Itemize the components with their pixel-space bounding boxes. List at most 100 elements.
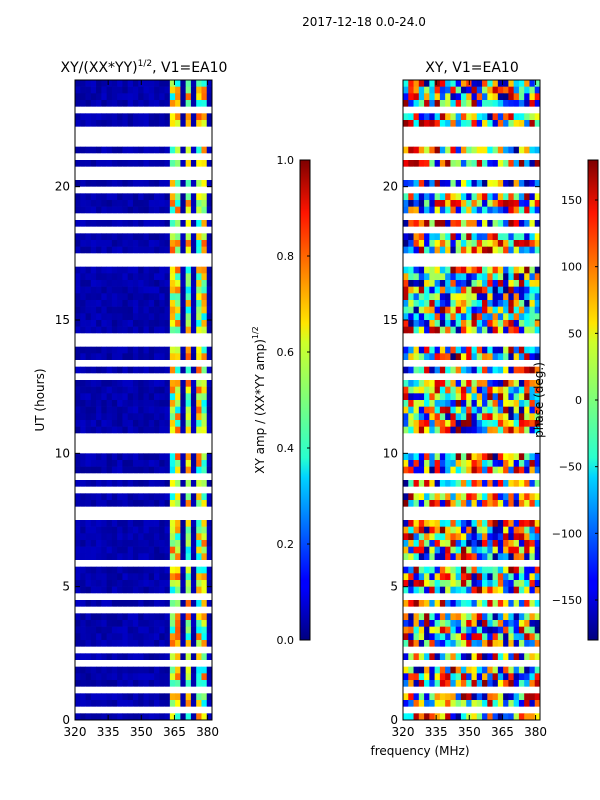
phase-cell (508, 340, 515, 347)
amp-cell (138, 573, 144, 581)
amp-cell (154, 246, 160, 254)
amp-cell (169, 260, 176, 267)
phase-cell (460, 366, 467, 374)
amp-cell (143, 440, 150, 447)
amp-cell (117, 360, 123, 367)
phase-cell (513, 346, 520, 354)
phase-cell (445, 333, 451, 341)
amp-cell (96, 680, 102, 687)
phase-cell (497, 473, 504, 481)
phase-cell (534, 386, 540, 394)
amp-cell (127, 466, 134, 474)
phase-cell (471, 693, 478, 701)
phase-cell (445, 226, 451, 234)
phase-cell (418, 386, 425, 394)
phase-cell (487, 206, 493, 214)
phase-cell (403, 413, 409, 421)
x-tick-label: 365 (163, 725, 186, 739)
phase-cell (408, 420, 414, 427)
amp-cell (175, 140, 181, 147)
amp-cell (85, 573, 92, 581)
phase-cell (518, 700, 525, 707)
amp-cell (106, 153, 113, 161)
amp-cell (101, 360, 108, 367)
phase-cell (466, 320, 472, 327)
phase-cell (518, 393, 525, 401)
phase-cell (513, 426, 520, 434)
phase-cell (445, 400, 451, 407)
phase-cell (466, 360, 472, 367)
phase-cell (429, 393, 436, 401)
amp-cell (101, 326, 108, 334)
phase-cell (524, 486, 530, 494)
phase-cell (466, 166, 472, 174)
amp-cell (154, 673, 160, 681)
amp-cell (90, 113, 97, 121)
phase-cell (503, 440, 509, 447)
phase-cell (497, 673, 504, 681)
x-tick-label: 335 (97, 725, 120, 739)
amp-cell (196, 360, 202, 367)
phase-cell (513, 160, 520, 167)
amp-cell (122, 113, 129, 121)
phase-cell (413, 413, 420, 421)
phase-cell (460, 160, 467, 167)
phase-cell (534, 293, 540, 301)
amp-cell (206, 166, 212, 174)
amp-cell (169, 180, 176, 187)
phase-cell (534, 373, 540, 381)
phase-cell (497, 293, 504, 301)
amp-cell (164, 413, 171, 421)
amp-cell (117, 113, 123, 121)
phase-cell (508, 626, 515, 634)
phase-cell (403, 600, 409, 607)
amp-cell (75, 206, 81, 214)
amp-cell (80, 420, 86, 427)
phase-cell (455, 126, 462, 134)
phase-cell (434, 586, 441, 594)
phase-cell (508, 493, 515, 501)
phase-cell (418, 653, 425, 661)
phase-cell (434, 153, 441, 161)
phase-cell (455, 586, 462, 594)
phase-cell (487, 320, 493, 327)
phase-cell (492, 200, 499, 207)
phase-cell (513, 386, 520, 394)
amp-cell (159, 106, 165, 114)
phase-cell (455, 653, 462, 661)
amp-cell (185, 86, 192, 94)
phase-cell (487, 386, 493, 394)
phase-cell (429, 473, 436, 481)
amp-cell (159, 360, 165, 367)
amp-cell (90, 506, 97, 514)
amp-cell (206, 93, 212, 101)
phase-cell (518, 126, 525, 134)
phase-cell (445, 126, 451, 134)
phase-cell (450, 406, 457, 414)
phase-cell (418, 466, 425, 474)
amp-cell (80, 640, 86, 647)
phase-cell (413, 346, 420, 354)
phase-cell (497, 93, 504, 101)
phase-cell (424, 506, 430, 514)
phase-cell (492, 473, 499, 481)
amp-cell (154, 440, 160, 447)
amp-cell (190, 433, 197, 441)
phase-cell (524, 240, 530, 247)
phase-cell (534, 206, 540, 214)
phase-cell (429, 653, 436, 661)
x-tick-label: 380 (196, 725, 219, 739)
phase-cell (508, 620, 515, 627)
amp-cell (90, 326, 97, 334)
phase-cell (518, 573, 525, 581)
phase-cell (445, 480, 451, 487)
amp-cell (138, 246, 144, 254)
amp-cell (169, 686, 176, 694)
phase-cell (529, 200, 536, 207)
amp-cell (132, 153, 139, 161)
phase-cell (429, 560, 436, 567)
amp-cell (143, 220, 150, 227)
phase-cell (424, 460, 430, 467)
phase-cell (460, 300, 467, 307)
amp-cell (122, 553, 129, 561)
